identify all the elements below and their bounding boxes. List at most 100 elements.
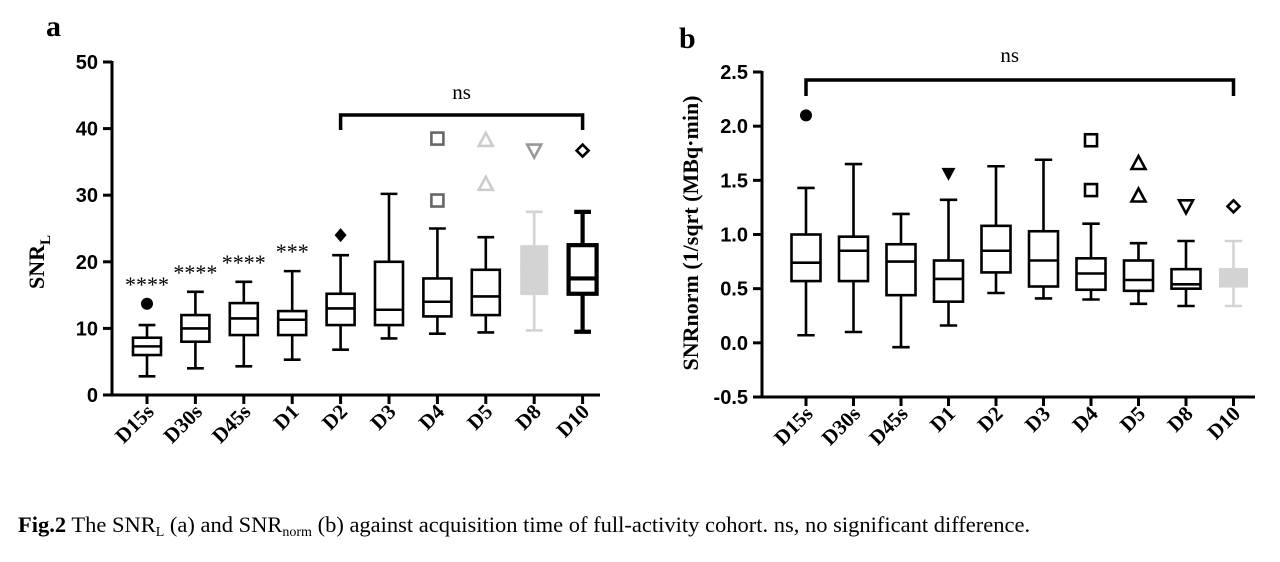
outlier-square-open: [430, 193, 445, 208]
outlier-triangle-down: [941, 167, 956, 181]
box-iqr: [980, 224, 1012, 274]
significance-label: ns: [452, 80, 471, 104]
significance-stars: ****: [173, 260, 217, 285]
box-iqr: [566, 243, 599, 296]
caption-sub-1: L: [155, 525, 165, 540]
significance-label: ns: [1000, 43, 1019, 67]
outlier-square-open: [430, 131, 445, 146]
panel-b-letter: b: [679, 22, 696, 55]
caption-text-3: (b) against acquisition time of full-act…: [311, 512, 1031, 537]
box-iqr: [1170, 267, 1202, 290]
box-plot-D2: [980, 164, 1012, 295]
box-plot-D10: [1219, 239, 1248, 308]
panel-a-chart: a SNRL 0 10 20 30 40 50 D15s D30s D45s D1 D2 D3 D4 D5…: [24, 10, 600, 448]
y-tick-label: 1.5: [720, 170, 748, 192]
y-tick-label: 40: [76, 119, 98, 141]
x-tick-label: D15s: [769, 402, 817, 450]
box-iqr: [373, 260, 405, 327]
box-iqr: [885, 242, 917, 297]
y-tick-label: 0.0: [720, 333, 748, 355]
x-tick-label: D4: [1067, 401, 1102, 436]
outlier-circle: [141, 297, 153, 310]
y-tick-label: 0.5: [720, 279, 748, 301]
box-plot-D8: [1170, 239, 1202, 308]
box-plot-D8: [520, 210, 549, 332]
x-tick-label: D2: [972, 402, 1007, 437]
significance-bracket: [804, 78, 1236, 96]
x-tick-label: D10: [552, 400, 595, 443]
x-tick-label: D5: [462, 400, 497, 435]
box-iqr: [1027, 229, 1060, 288]
box-plot-D15s: [131, 323, 163, 378]
x-tick-label: D10: [1202, 402, 1245, 445]
outlier-circle: [800, 109, 812, 122]
panel-a-y-axis-label: SNRL: [24, 235, 54, 289]
box-plot-D3: [1027, 158, 1060, 300]
panel-a-letter: a: [46, 10, 61, 43]
x-tick-label: D30s: [159, 400, 207, 448]
outlier-square-open: [1083, 132, 1099, 148]
outlier-square-open: [1083, 182, 1099, 198]
y-tick-label: 20: [76, 252, 98, 274]
box-plot-D30s: [837, 162, 870, 334]
y-tick-label: 1.0: [720, 225, 748, 247]
y-tick-label: 10: [76, 318, 98, 340]
x-tick-label: D3: [365, 400, 400, 435]
outlier-diamond-open: [1225, 198, 1242, 215]
y-tick-label: 0: [87, 385, 98, 407]
caption-text-2: (a) and SNR: [164, 512, 283, 537]
panel-b-y-axis-label: SNRnorm (1/sqrt (MBq·min): [678, 96, 703, 371]
y-tick-label: -0.5: [714, 387, 748, 409]
x-tick-label: D1: [925, 402, 960, 437]
x-tick-label: D5: [1115, 402, 1150, 437]
outlier-triangle-up-open: [1129, 185, 1148, 203]
box-plot-D1: [932, 198, 965, 327]
outlier-diamond: [334, 228, 347, 243]
outlier-diamond-open: [574, 142, 591, 159]
outlier-triangle-down-open: [525, 143, 544, 161]
significance-stars: ****: [222, 250, 266, 275]
figure-caption: Fig.2 The SNRL (a) and SNRnorm (b) again…: [18, 512, 1031, 540]
box-iqr: [1122, 259, 1155, 293]
box-iqr: [520, 245, 549, 296]
x-tick-label: D2: [317, 400, 352, 435]
x-tick-label: D30s: [817, 402, 865, 450]
box-plot-D2: [325, 253, 356, 352]
caption-label: Fig.2: [18, 512, 67, 537]
box-plot-D30s: [180, 290, 211, 370]
box-plot-D10: [566, 209, 599, 334]
box-plot-D45s: [885, 212, 917, 349]
box-plot-D15s: [790, 186, 822, 337]
box-plot-D45s: [228, 280, 260, 368]
x-tick-label: D45s: [207, 400, 255, 448]
box-plot-D5: [470, 235, 502, 334]
y-tick-label: 2.0: [720, 116, 748, 138]
box-iqr: [470, 268, 502, 317]
box-plot-D4: [1075, 222, 1107, 301]
box-iqr: [790, 233, 822, 283]
box-plot-D1: [276, 269, 308, 362]
box-plot-D5: [1122, 241, 1155, 306]
outlier-triangle-down-open: [1176, 199, 1196, 217]
outlier-triangle-up-open: [476, 174, 495, 192]
box-iqr: [837, 235, 870, 283]
x-tick-label: D15s: [110, 400, 158, 448]
significance-stars: ***: [276, 239, 309, 264]
outlier-triangle-up-open: [1129, 153, 1148, 171]
x-tick-label: D8: [511, 400, 546, 435]
x-tick-label: D4: [414, 399, 449, 434]
x-tick-label: D45s: [864, 402, 912, 450]
x-tick-label: D3: [1020, 402, 1055, 437]
y-tick-label: 2.5: [720, 62, 748, 84]
y-tick-label: 50: [76, 52, 98, 74]
panel-b-chart: b SNRnorm (1/sqrt (MBq·min) -0.5 0.0 0.5 1.…: [678, 22, 1255, 450]
significance-stars: ****: [125, 272, 169, 297]
y-tick-label: 30: [76, 185, 98, 207]
x-tick-label: D1: [269, 400, 304, 435]
box-plot-D4: [422, 227, 453, 336]
caption-sub-2: norm: [282, 525, 312, 540]
outlier-triangle-up-open: [476, 130, 495, 148]
box-iqr: [422, 277, 453, 318]
significance-bracket: [338, 113, 585, 130]
